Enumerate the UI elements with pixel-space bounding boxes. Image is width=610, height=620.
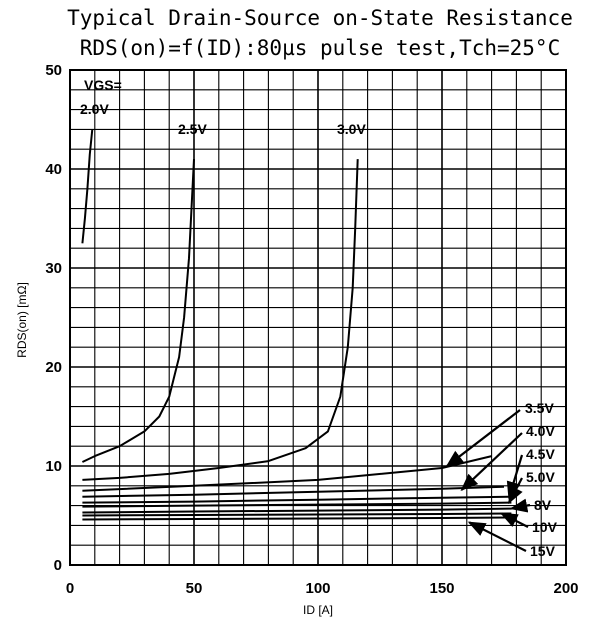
series-line-9 — [82, 516, 512, 521]
label-arrow — [509, 498, 531, 513]
curve-label: 5.0V — [526, 469, 555, 485]
y-tick-label: 30 — [45, 260, 62, 277]
curve-label: 3.5V — [525, 400, 554, 416]
curve-label: 4.0V — [526, 423, 555, 439]
series-line-5 — [82, 495, 512, 504]
curve-label: 8V — [534, 497, 552, 513]
series-line-7 — [82, 507, 512, 514]
label-arrow — [467, 521, 527, 552]
curve-label: 4.5V — [526, 446, 555, 462]
x-axis-label: ID [A] — [303, 603, 333, 617]
y-tick-label: 0 — [54, 557, 62, 574]
label-arrow — [460, 432, 523, 492]
series-line-0 — [81, 129, 94, 244]
curve-label: 10V — [532, 519, 558, 535]
curve-label: 3.0V — [337, 121, 366, 137]
series-line-1 — [81, 159, 195, 463]
y-axis-label: RDS(on) [mΩ] — [15, 282, 29, 358]
plot-frame — [69, 69, 567, 566]
chart-subtitle: RDS(on)=f(ID):80µs pulse test,Tch=25°C — [79, 36, 561, 60]
x-tick-label: 150 — [429, 580, 454, 597]
series-line-2 — [82, 159, 359, 481]
y-tick-label: 40 — [45, 161, 62, 178]
label-arrow — [508, 477, 523, 505]
y-tick-label: 10 — [45, 458, 62, 475]
y-tick-label: 20 — [45, 359, 62, 376]
x-tick-label: 50 — [186, 580, 203, 597]
x-tick-label: 100 — [305, 580, 330, 597]
curve-label: VGS= — [84, 77, 122, 93]
series-line-6 — [82, 501, 512, 508]
x-tick-label: 0 — [66, 580, 74, 597]
label-arrow — [445, 409, 521, 468]
y-tick-label: 50 — [45, 62, 62, 79]
chart-title: Typical Drain-Source on-State Resistance — [67, 6, 573, 30]
curve-label: 15V — [530, 543, 556, 559]
x-tick-label: 200 — [553, 580, 578, 597]
label-arrow — [499, 512, 529, 528]
curve-label: 2.5V — [178, 121, 207, 137]
series-line-8 — [82, 512, 512, 517]
curve-label: 2.0V — [80, 101, 109, 117]
